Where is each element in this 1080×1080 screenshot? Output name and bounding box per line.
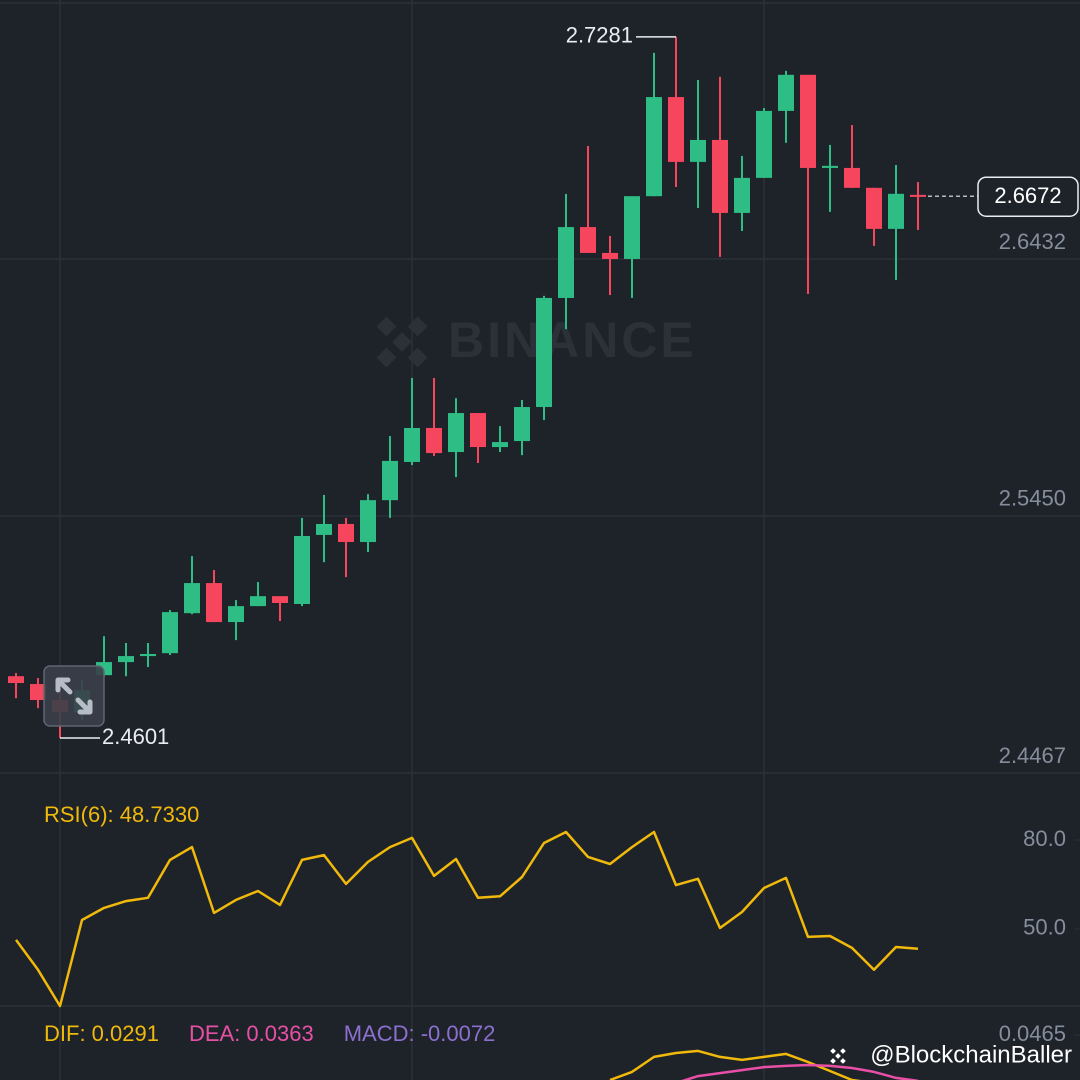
legend-entry: DEA: 0.0363 bbox=[189, 1021, 314, 1046]
candle-body bbox=[448, 413, 464, 453]
candle-body bbox=[800, 74, 816, 168]
legend-entry: DIF: 0.0291 bbox=[44, 1021, 159, 1046]
candle-body bbox=[734, 177, 750, 213]
candle-body bbox=[712, 139, 728, 213]
candle-body bbox=[184, 583, 200, 614]
candle-body bbox=[756, 110, 772, 178]
candle-body bbox=[118, 656, 134, 663]
labels: 2.4467 2.5450 2.6432 2.7281 2.4601 2.6672 80.0… bbox=[44, 23, 1079, 1046]
credit-text: @BlockchainBaller bbox=[870, 1041, 1072, 1068]
candle-body bbox=[294, 535, 310, 605]
candle-body bbox=[492, 442, 508, 448]
last-price-box bbox=[977, 176, 1079, 217]
y-tick-label: 0.0465 bbox=[999, 1021, 1066, 1046]
candle-body bbox=[866, 187, 882, 229]
candle-body bbox=[426, 427, 442, 454]
grid bbox=[0, 258, 1080, 1036]
candle-body bbox=[558, 227, 574, 298]
indicator-title: RSI(6): 48.7330 bbox=[44, 802, 199, 827]
last-price-label: 2.6672 bbox=[994, 183, 1061, 208]
candle-body bbox=[338, 523, 354, 543]
candle-body bbox=[360, 500, 376, 543]
candle-body bbox=[844, 167, 860, 188]
candle-body bbox=[910, 194, 926, 197]
candle-body bbox=[822, 165, 838, 168]
legend-entry: MACD: -0.0072 bbox=[344, 1021, 496, 1046]
rsi-line bbox=[14, 830, 919, 1008]
y-tick-label: 2.5450 bbox=[999, 486, 1066, 511]
candle-body bbox=[624, 196, 640, 259]
expand-button[interactable] bbox=[43, 665, 105, 727]
candle-body bbox=[250, 596, 266, 607]
watermark-text: BINANCE bbox=[448, 312, 697, 368]
candle-body bbox=[778, 74, 794, 111]
candle-body bbox=[228, 606, 244, 623]
y-tick-label: 80.0 bbox=[1023, 826, 1066, 851]
candle-body bbox=[514, 407, 530, 442]
y-tick-label: 2.4467 bbox=[999, 743, 1066, 768]
high-label: 2.7281 bbox=[566, 23, 633, 48]
macd-line bbox=[681, 1063, 919, 1080]
macd-line bbox=[609, 1049, 862, 1080]
candle-body bbox=[404, 427, 420, 462]
y-tick-label: 50.0 bbox=[1023, 915, 1066, 940]
marks bbox=[8, 36, 926, 1008]
candle-body bbox=[272, 596, 288, 603]
candle-body bbox=[646, 97, 662, 197]
candle-body bbox=[668, 97, 684, 162]
candle-body bbox=[316, 523, 332, 535]
candle-body bbox=[382, 460, 398, 501]
candle-body bbox=[162, 612, 178, 654]
candle-body bbox=[8, 676, 24, 684]
expand-button-bg[interactable] bbox=[43, 665, 105, 727]
candle-body bbox=[30, 684, 46, 701]
y-tick-label: 2.6432 bbox=[999, 229, 1066, 254]
candle-body bbox=[888, 193, 904, 229]
expand-icon[interactable] bbox=[55, 677, 93, 715]
low-label: 2.4601 bbox=[102, 724, 169, 749]
macd-lines bbox=[609, 1049, 919, 1080]
candle-body bbox=[690, 139, 706, 162]
candle-body bbox=[206, 583, 222, 623]
candle-body bbox=[536, 297, 552, 408]
candle-body bbox=[602, 252, 618, 259]
candle-body bbox=[580, 227, 596, 253]
candle-body bbox=[470, 413, 486, 448]
candle-body bbox=[140, 653, 156, 657]
